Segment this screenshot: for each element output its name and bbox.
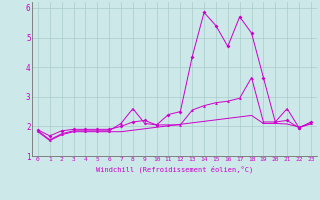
X-axis label: Windchill (Refroidissement éolien,°C): Windchill (Refroidissement éolien,°C) — [96, 165, 253, 173]
